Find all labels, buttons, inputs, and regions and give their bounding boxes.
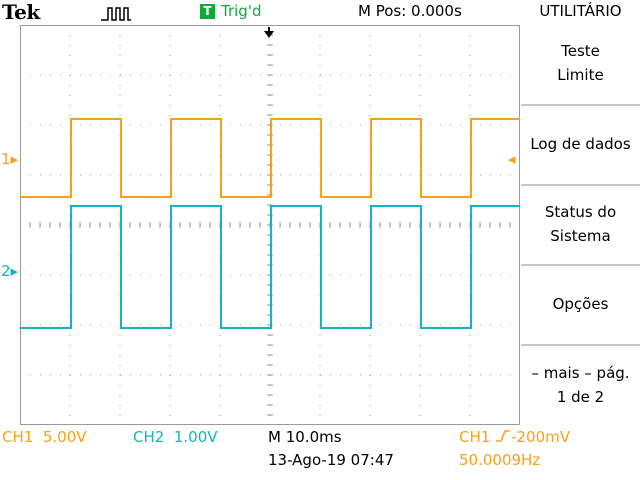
trigger-status: T Trig'd xyxy=(200,2,261,20)
trigger-position-marker xyxy=(264,31,274,38)
rising-edge-icon xyxy=(496,430,511,442)
trigger-readout: CH1 -200mV xyxy=(459,428,570,446)
ch1-ground-marker[interactable]: 1▸ xyxy=(1,150,19,168)
ch1-waveform xyxy=(20,118,520,198)
timebase-readout: M 10.0ms xyxy=(268,428,342,446)
brand-logo: Tek xyxy=(2,0,40,24)
date-time: 13-Ago-19 07:47 xyxy=(268,451,394,469)
menu-item-teste-limite[interactable]: Teste Limite xyxy=(557,42,604,84)
menu-divider xyxy=(521,184,640,186)
trigger-badge: T xyxy=(200,4,215,19)
ch2-scale-readout: CH2 1.00V xyxy=(133,428,218,446)
ch2-waveform xyxy=(20,205,520,329)
menu-divider xyxy=(521,344,640,346)
trigger-level-marker[interactable]: ◂ xyxy=(508,150,516,168)
frequency-readout: 50.0009Hz xyxy=(459,451,541,469)
menu-item-status-do-sistema[interactable]: Status do Sistema xyxy=(544,203,617,245)
menu-item-opcoes[interactable]: Opções xyxy=(552,295,609,313)
ch1-scale-readout: CH1 5.00V xyxy=(2,428,87,446)
menu-divider xyxy=(521,104,640,106)
side-menu: Teste Limite Log de dados Status do Sistem… xyxy=(521,25,640,425)
waveform-display xyxy=(20,25,520,425)
acquisition-icon xyxy=(101,7,131,21)
menu-divider xyxy=(521,264,640,266)
m-pos-readout: M Pos: 0.000s xyxy=(358,2,462,20)
trigger-status-text: Trig'd xyxy=(221,2,262,20)
ch2-ground-marker[interactable]: 2▸ xyxy=(1,262,19,280)
menu-item-mais-pagina[interactable]: – mais – pág. 1 de 2 xyxy=(531,364,630,406)
menu-title: UTILITÁRIO xyxy=(539,2,622,20)
menu-item-log-de-dados[interactable]: Log de dados xyxy=(530,135,631,153)
